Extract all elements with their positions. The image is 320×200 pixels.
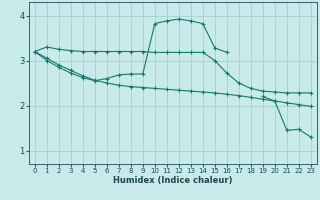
X-axis label: Humidex (Indice chaleur): Humidex (Indice chaleur) (113, 176, 233, 185)
